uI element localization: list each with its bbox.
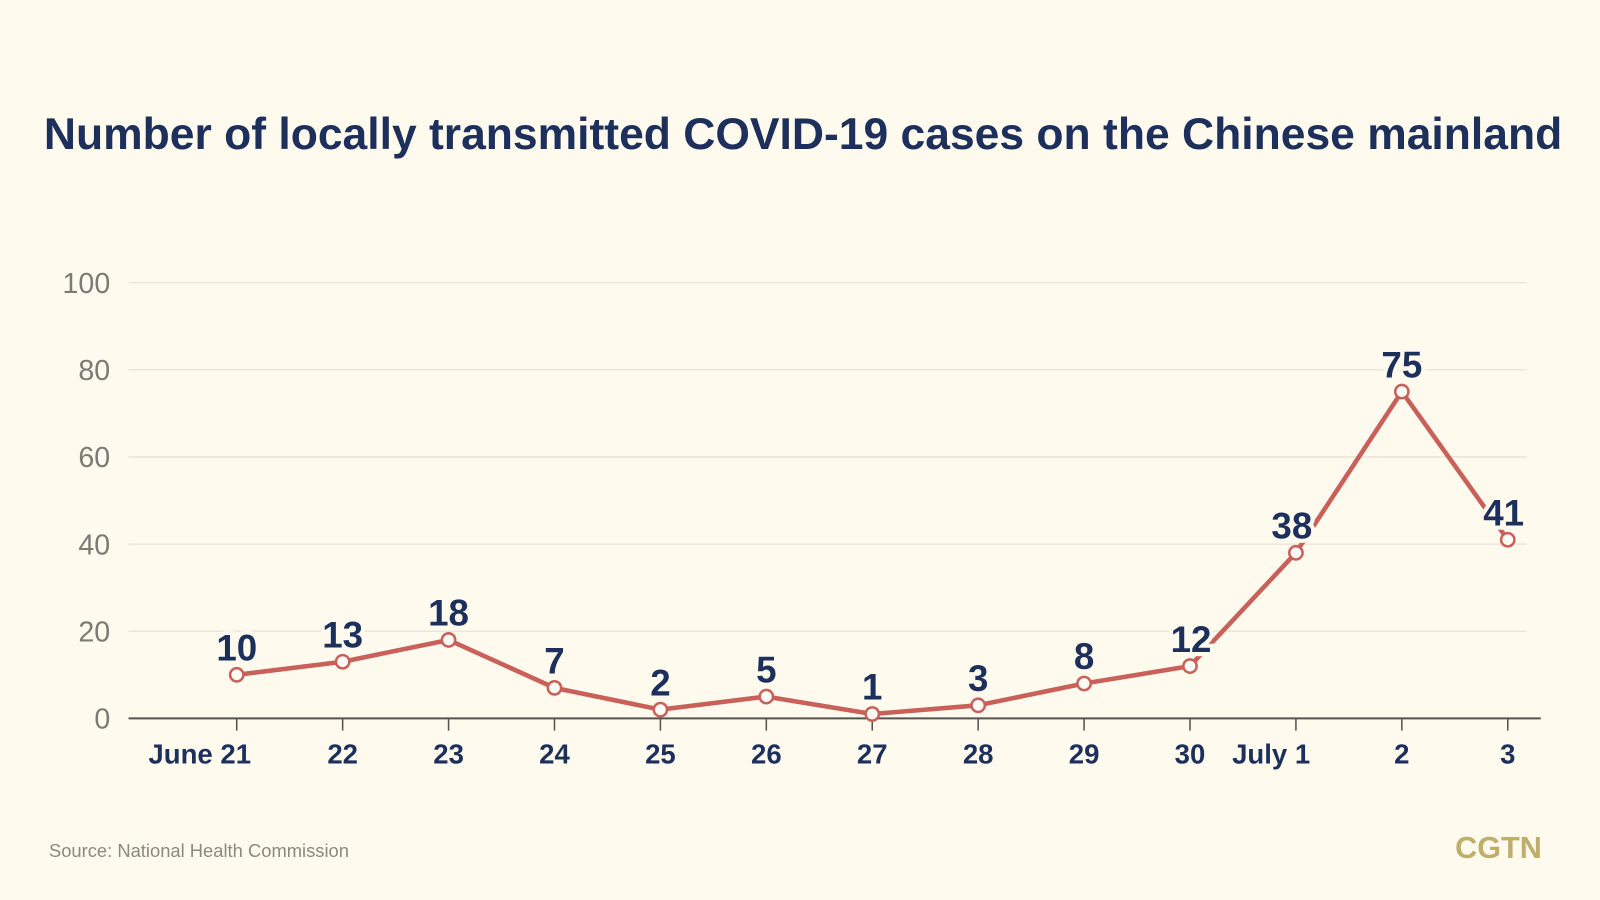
- data-point: [1182, 658, 1198, 674]
- x-tick-label: 30: [1175, 738, 1206, 769]
- cgtn-logo: CGTN: [1455, 831, 1542, 865]
- data-point: [1288, 544, 1304, 561]
- x-tick-label: July 1: [1232, 738, 1310, 769]
- data-label: 3: [968, 658, 988, 699]
- data-label: 18: [428, 593, 469, 634]
- x-tick-label: 25: [645, 738, 676, 769]
- x-tick-label: 29: [1069, 738, 1100, 769]
- series-line: [236, 389, 1510, 717]
- data-label: 8: [1074, 636, 1094, 677]
- data-label: 75: [1381, 344, 1422, 385]
- x-tick-label: 23: [433, 738, 464, 769]
- data-point: [758, 688, 775, 705]
- data-point: [652, 701, 669, 718]
- y-tick-label: 20: [78, 616, 110, 648]
- data-point: [1499, 531, 1516, 548]
- x-tick-label: 26: [751, 738, 782, 769]
- y-tick-label: 100: [63, 268, 111, 300]
- data-points: [228, 383, 1516, 722]
- data-label: 41: [1483, 492, 1524, 533]
- x-tick-label: 2: [1394, 738, 1409, 769]
- x-tick-label: 24: [539, 738, 570, 769]
- data-point: [334, 653, 351, 670]
- data-label: 13: [322, 614, 363, 655]
- x-tick-label: June 21: [148, 738, 251, 769]
- x-tick-label: 3: [1500, 738, 1515, 769]
- y-tick-label: 0: [94, 704, 110, 736]
- data-label: 1: [862, 667, 882, 708]
- x-tick-label: 27: [857, 738, 888, 769]
- data-point: [864, 706, 881, 722]
- data-label: 10: [216, 628, 257, 669]
- y-tick-label: 60: [78, 442, 110, 474]
- y-tick-label: 80: [78, 355, 110, 387]
- x-tick-label: 22: [327, 738, 358, 769]
- data-point: [1076, 675, 1092, 692]
- chart-title: Number of locally transmitted COVID-19 c…: [44, 108, 1562, 159]
- data-label: 38: [1271, 506, 1312, 547]
- x-tick-label: 28: [963, 738, 994, 769]
- gridlines: [128, 281, 1527, 632]
- y-axis: 0 20 40 60 80 100: [63, 268, 111, 736]
- data-point: [1393, 383, 1410, 400]
- data-point: [440, 632, 457, 648]
- data-label: 5: [756, 649, 776, 690]
- data-label: 12: [1171, 619, 1212, 660]
- source-note: Source: National Health Commission: [49, 840, 349, 861]
- data-label: 7: [544, 641, 564, 682]
- data-point: [546, 679, 563, 696]
- data-point: [970, 697, 987, 714]
- y-tick-label: 40: [78, 529, 110, 561]
- data-point: [228, 666, 245, 683]
- data-label: 2: [650, 662, 670, 703]
